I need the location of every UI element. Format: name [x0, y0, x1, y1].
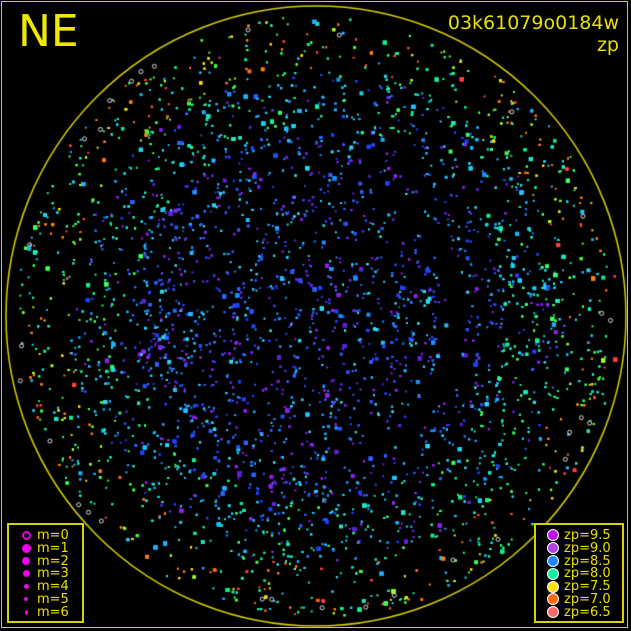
zp-color-swatch-icon [542, 529, 564, 542]
zp-color-swatch-icon [542, 580, 564, 593]
zp-legend-item: zp=9.0 [542, 542, 616, 555]
magnitude-legend-item: m=2 [15, 555, 76, 568]
zp-label: zp=8.0 [564, 566, 611, 582]
magnitude-label: m=5 [37, 591, 69, 607]
zp-legend-item: zp=8.0 [542, 567, 616, 580]
plot-title: 03k61079o0184w zp [448, 12, 619, 56]
direction-label: NE [18, 6, 79, 57]
magnitude-legend: m=0 m=1 m=2 m=3 m=4 m=5 m=6 [7, 523, 84, 623]
zp-legend-item: zp=9.5 [542, 529, 616, 542]
magnitude-label: m=1 [37, 540, 69, 556]
zp-label: zp=7.0 [564, 591, 611, 607]
magnitude-label: m=4 [37, 579, 69, 595]
magnitude-label: m=0 [37, 527, 69, 543]
magnitude-label: m=6 [37, 604, 69, 620]
zp-legend-item: zp=7.0 [542, 593, 616, 606]
magnitude-label: m=3 [37, 566, 69, 582]
magnitude-legend-item: m=4 [15, 580, 76, 593]
magnitude-symbol-icon [15, 609, 37, 615]
magnitude-legend-item: m=6 [15, 606, 76, 619]
zp-legend-item: zp=7.5 [542, 580, 616, 593]
zp-label: zp=9.5 [564, 527, 611, 543]
zp-color-swatch-icon [542, 554, 564, 567]
zp-label: zp=9.0 [564, 540, 611, 556]
zp-legend-item: zp=6.5 [542, 606, 616, 619]
zp-label: zp=6.5 [564, 604, 611, 620]
magnitude-symbol-icon [15, 597, 37, 602]
zp-legend-item: zp=8.5 [542, 555, 616, 568]
magnitude-legend-item: m=3 [15, 567, 76, 580]
magnitude-symbol-icon [15, 570, 37, 578]
magnitude-symbol-icon [15, 530, 37, 540]
magnitude-symbol-icon [15, 556, 37, 565]
zp-color-swatch-icon [542, 593, 564, 606]
zp-color-swatch-icon [542, 606, 564, 619]
magnitude-legend-item: m=1 [15, 542, 76, 555]
plot-subtitle: zp [596, 34, 619, 56]
magnitude-legend-item: m=5 [15, 593, 76, 606]
zp-legend: zp=9.5 zp=9.0 zp=8.5 zp=8.0 zp=7.5 zp=7.0 zp=6… [534, 523, 624, 623]
zp-color-swatch-icon [542, 567, 564, 580]
magnitude-symbol-icon [15, 543, 37, 553]
zp-label: zp=7.5 [564, 579, 611, 595]
image-id: 03k61079o0184w [447, 12, 619, 34]
magnitude-legend-item: m=0 [15, 529, 76, 542]
zp-label: zp=8.5 [564, 553, 611, 569]
zp-color-swatch-icon [542, 542, 564, 555]
magnitude-symbol-icon [15, 584, 37, 590]
magnitude-label: m=2 [37, 553, 69, 569]
